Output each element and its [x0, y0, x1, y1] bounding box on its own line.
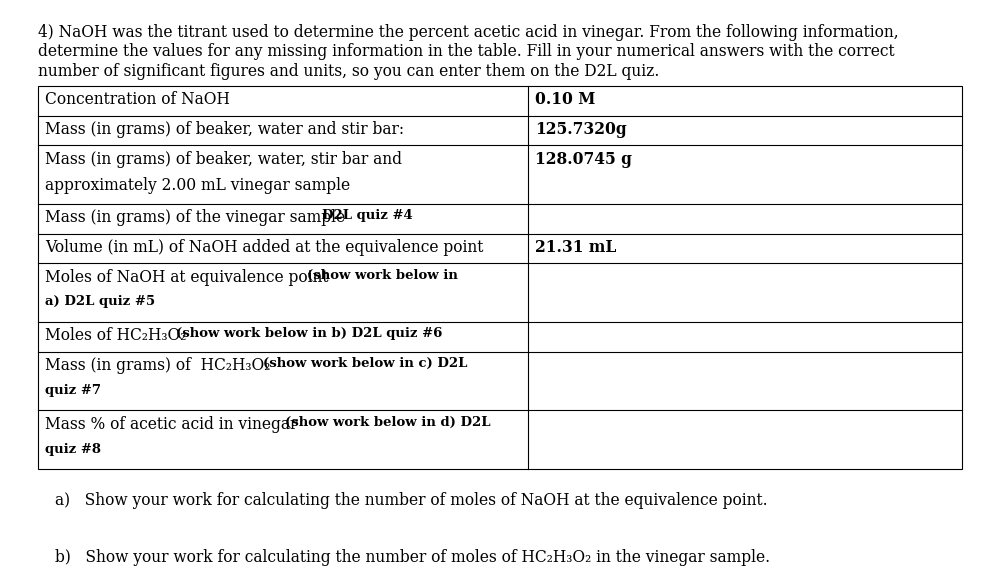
Text: Mass (in grams) of beaker, water and stir bar:: Mass (in grams) of beaker, water and sti… — [45, 121, 404, 138]
Text: Volume (in mL) of NaOH added at the equivalence point: Volume (in mL) of NaOH added at the equi… — [45, 239, 483, 256]
Text: quiz #7: quiz #7 — [45, 384, 101, 397]
Text: a)   Show your work for calculating the number of moles of NaOH at the equivalen: a) Show your work for calculating the nu… — [55, 492, 768, 509]
Text: 0.10 M: 0.10 M — [535, 91, 595, 108]
Text: Mass % of acetic acid in vinegar: Mass % of acetic acid in vinegar — [45, 416, 302, 433]
Bar — [38, 86, 962, 470]
Text: 4) NaOH was the titrant used to determine the percent acetic acid in vinegar. Fr: 4) NaOH was the titrant used to determin… — [38, 24, 899, 41]
Text: Mass (in grams) of  HC₂H₃O₂: Mass (in grams) of HC₂H₃O₂ — [45, 357, 285, 374]
Text: number of significant figures and units, so you can enter them on the D2L quiz.: number of significant figures and units,… — [38, 63, 659, 80]
Text: determine the values for any missing information in the table. Fill in your nume: determine the values for any missing inf… — [38, 43, 895, 60]
Text: (show work below in c) D2L: (show work below in c) D2L — [263, 357, 468, 370]
Text: 21.31 mL: 21.31 mL — [535, 239, 616, 256]
Text: 125.7320g: 125.7320g — [535, 121, 627, 138]
Text: approximately 2.00 mL vinegar sample: approximately 2.00 mL vinegar sample — [45, 178, 350, 195]
Text: Mass (in grams) of beaker, water, stir bar and: Mass (in grams) of beaker, water, stir b… — [45, 151, 402, 167]
Text: (show work below in b) D2L quiz #6: (show work below in b) D2L quiz #6 — [176, 328, 442, 340]
Text: Concentration of NaOH: Concentration of NaOH — [45, 91, 230, 108]
Text: a) D2L quiz #5: a) D2L quiz #5 — [45, 295, 155, 309]
Text: Mass (in grams) of the vinegar sample: Mass (in grams) of the vinegar sample — [45, 210, 350, 226]
Text: 128.0745 g: 128.0745 g — [535, 151, 632, 167]
Text: b)   Show your work for calculating the number of moles of HC₂H₃O₂ in the vinega: b) Show your work for calculating the nu… — [55, 549, 770, 566]
Text: (show work below in: (show work below in — [307, 269, 458, 281]
Text: quiz #8: quiz #8 — [45, 443, 101, 456]
Text: Moles of HC₂H₃O₂: Moles of HC₂H₃O₂ — [45, 328, 196, 345]
Text: (show work below in d) D2L: (show work below in d) D2L — [285, 416, 491, 429]
Text: Moles of NaOH at equivalence point: Moles of NaOH at equivalence point — [45, 269, 338, 285]
Text: D2L quiz #4: D2L quiz #4 — [322, 210, 412, 222]
